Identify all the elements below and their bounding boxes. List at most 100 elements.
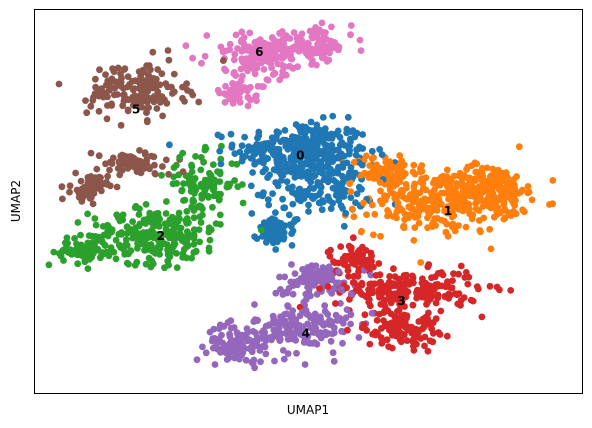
scatter-point-cluster-6: [318, 41, 325, 48]
scatter-point-cluster-4: [315, 331, 323, 338]
scatter-point-cluster-4: [313, 340, 321, 348]
scatter-point-cluster-2: [77, 244, 85, 252]
scatter-point-cluster-1: [448, 213, 456, 221]
scatter-point-cluster-0: [292, 163, 300, 171]
scatter-point-cluster-4: [231, 354, 239, 362]
scatter-point-cluster-5: [96, 66, 103, 74]
scatter-point-cluster-1: [472, 168, 480, 176]
scatter-point-cluster-0: [275, 147, 283, 155]
scatter-point-cluster-0: [325, 134, 332, 142]
scatter-point-cluster-3: [443, 332, 451, 340]
scatter-point-cluster-6: [288, 55, 296, 63]
scatter-point-cluster-5: [179, 168, 187, 176]
scatter-point-cluster-0: [272, 246, 280, 253]
scatter-point-cluster-3: [324, 283, 332, 290]
scatter-point-cluster-1: [402, 184, 410, 192]
scatter-point-cluster-0: [359, 131, 366, 138]
scatter-point-cluster-4: [211, 361, 219, 368]
scatter-point-cluster-0: [352, 151, 360, 159]
scatter-point-cluster-2: [134, 244, 141, 252]
scatter-point-cluster-3: [366, 340, 374, 348]
scatter-point-cluster-1: [368, 201, 376, 209]
scatter-point-cluster-4: [307, 324, 315, 332]
scatter-point-cluster-6: [262, 44, 269, 52]
scatter-point-cluster-4: [288, 261, 295, 268]
scatter-point-cluster-0: [316, 179, 324, 187]
scatter-point-cluster-6: [231, 50, 239, 58]
scatter-point-cluster-0: [274, 155, 282, 163]
scatter-point-cluster-0: [285, 211, 293, 219]
scatter-point-cluster-3: [403, 337, 411, 344]
scatter-point-cluster-0: [277, 138, 285, 146]
scatter-point-cluster-1: [411, 224, 419, 232]
scatter-point-cluster-3: [429, 329, 437, 337]
scatter-point-cluster-4: [281, 273, 289, 281]
scatter-point-cluster-6: [243, 87, 251, 95]
scatter-point-cluster-6: [289, 44, 297, 52]
scatter-point-cluster-5: [195, 98, 203, 106]
scatter-point-cluster-3: [462, 269, 470, 276]
scatter-point-cluster-2: [117, 244, 125, 251]
scatter-point-cluster-2: [131, 261, 139, 269]
scatter-point-cluster-0: [311, 156, 318, 164]
scatter-point-cluster-5: [121, 65, 129, 73]
scatter-point-cluster-0: [319, 167, 326, 175]
scatter-point-cluster-0: [307, 118, 315, 126]
scatter-point-cluster-4: [224, 319, 232, 326]
scatter-point-cluster-6: [316, 26, 323, 34]
scatter-point-cluster-1: [387, 189, 395, 197]
scatter-point-cluster-0: [279, 228, 287, 236]
scatter-point-cluster-5: [153, 105, 161, 112]
scatter-point-cluster-1: [449, 190, 457, 198]
scatter-point-cluster-6: [232, 31, 240, 39]
scatter-point-cluster-4: [289, 307, 297, 315]
scatter-point-cluster-5: [145, 94, 153, 102]
scatter-point-cluster-4: [324, 269, 332, 276]
scatter-point-cluster-1: [459, 187, 467, 195]
scatter-point-cluster-4: [327, 337, 335, 345]
scatter-point-cluster-0: [305, 201, 312, 209]
scatter-point-cluster-1: [493, 198, 500, 206]
scatter-point-cluster-4: [304, 278, 312, 285]
scatter-point-cluster-1: [511, 201, 518, 209]
scatter-point-cluster-3: [392, 295, 400, 303]
scatter-point-cluster-2: [190, 234, 198, 242]
cluster-labels: 0 1 2 3 4 5 6: [132, 45, 452, 341]
scatter-point-cluster-0: [344, 113, 352, 121]
scatter-point-cluster-3: [395, 276, 403, 284]
scatter-point-cluster-1: [466, 192, 473, 200]
scatter-point-cluster-3: [457, 262, 465, 270]
scatter-point-cluster-1: [480, 199, 488, 206]
scatter-point-cluster-3: [455, 270, 462, 278]
scatter-point-cluster-0: [272, 166, 279, 174]
scatter-point-cluster-2: [57, 252, 65, 260]
scatter-point-cluster-5: [128, 77, 136, 85]
scatter-point-cluster-3: [375, 260, 383, 267]
cluster-label-6: 6: [255, 45, 263, 59]
scatter-point-cluster-1: [515, 189, 522, 197]
scatter-point-cluster-2: [84, 265, 92, 272]
scatter-point-cluster-2: [146, 230, 154, 238]
scatter-point-cluster-5: [80, 188, 88, 196]
scatter-point-cluster-1: [480, 214, 488, 222]
scatter-point-cluster-4: [257, 335, 265, 342]
scatter-point-cluster-2: [181, 196, 189, 204]
scatter-point-cluster-3: [401, 318, 409, 326]
scatter-point-cluster-1: [350, 213, 358, 221]
scatter-point-cluster-0: [347, 128, 355, 136]
scatter-point-cluster-2: [179, 149, 187, 157]
scatter-point-cluster-1: [426, 210, 434, 218]
scatter-point-cluster-1: [386, 158, 394, 166]
scatter-point-cluster-2: [112, 236, 120, 244]
scatter-point-cluster-0: [336, 133, 344, 141]
scatter-point-cluster-0: [218, 133, 225, 141]
scatter-point-cluster-1: [450, 172, 458, 180]
scatter-point-cluster-1: [370, 154, 377, 162]
scatter-point-cluster-2: [74, 260, 82, 268]
scatter-point-cluster-6: [221, 99, 229, 106]
scatter-point-cluster-2: [210, 192, 218, 200]
scatter-point-cluster-3: [446, 284, 454, 291]
scatter-point-cluster-0: [248, 210, 256, 217]
scatter-point-cluster-0: [253, 143, 260, 151]
scatter-point-cluster-3: [398, 312, 406, 320]
